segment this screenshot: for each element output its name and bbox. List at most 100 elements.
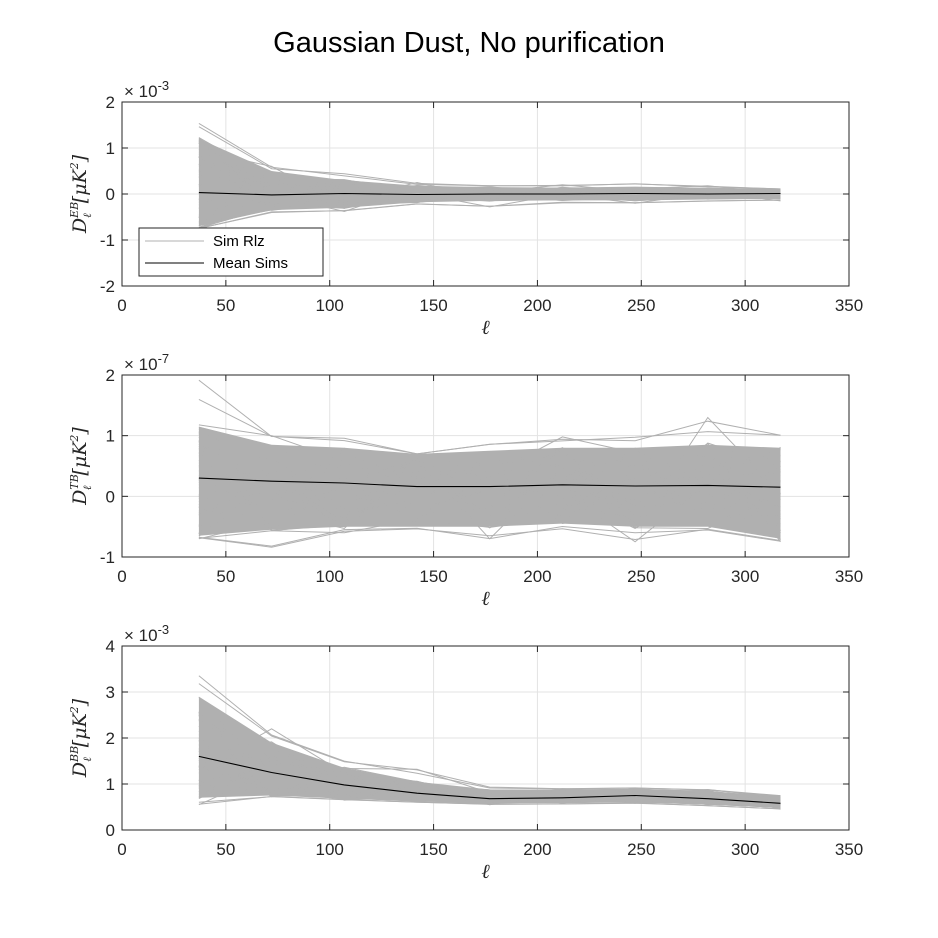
sim-rlz-line — [198, 126, 781, 190]
y-label-unit-close: ] — [69, 427, 91, 436]
y-label-unit-sup: 2 — [68, 162, 81, 170]
sim-rlz-line — [198, 447, 781, 534]
y-label-base: D — [69, 490, 91, 506]
legend: Sim Rlz Mean Sims — [138, 227, 324, 277]
x-tick-label: 250 — [627, 296, 655, 315]
sim-rlz-line — [198, 441, 781, 518]
sim-rlz-line — [198, 440, 781, 531]
axes-box — [121, 374, 850, 558]
x-tick-label: 250 — [627, 567, 655, 586]
plot-area — [198, 122, 781, 232]
x-tick-label: 350 — [835, 296, 863, 315]
sim-rlz-line — [198, 447, 781, 514]
y-tick-label: 1 — [106, 427, 115, 446]
mean-sims-line — [198, 755, 781, 804]
sim-rlz-line — [198, 683, 781, 797]
y-tick-label: -2 — [100, 277, 115, 296]
x-axis-label: ℓ — [481, 315, 490, 339]
sim-rlz-line — [198, 449, 781, 512]
x-tick-label: 150 — [419, 840, 447, 859]
y-label-sub: ℓ — [81, 757, 94, 762]
plot-area — [198, 379, 781, 548]
x-tick-label: 0 — [117, 840, 126, 859]
y-tick-label: 4 — [106, 637, 115, 656]
x-tick-label: 200 — [523, 567, 551, 586]
y-label-unit-close: ] — [69, 698, 91, 707]
legend-box — [138, 227, 324, 277]
sim-rlz-line — [198, 528, 781, 548]
x-tick-label: 300 — [731, 840, 759, 859]
sim-rlz-line — [198, 453, 781, 524]
sim-rlz-line — [198, 766, 781, 806]
y-label-base: D — [69, 218, 91, 234]
y-tick-label: 0 — [106, 185, 115, 204]
y-label-unit-sup: 2 — [68, 435, 81, 443]
sim-rlz-band — [198, 696, 781, 808]
y-tick-label: 2 — [106, 366, 115, 385]
legend-sim-rlz-label: Sim Rlz — [213, 233, 265, 250]
y-tick-label: 2 — [106, 93, 115, 112]
x-tick-label: 150 — [419, 567, 447, 586]
sim-rlz-line — [198, 471, 781, 525]
y-label-sup: EB — [68, 202, 81, 219]
y-tick-label: -1 — [100, 231, 115, 250]
exponent-power: -3 — [158, 78, 170, 93]
y-tick-label: -1 — [100, 548, 115, 567]
sim-rlz-line — [198, 439, 781, 522]
x-tick-label: 0 — [117, 296, 126, 315]
exponent-base: × 10 — [124, 355, 158, 374]
sim-rlz-line — [198, 443, 781, 529]
x-tick-label: 50 — [216, 840, 235, 859]
x-tick-label: 200 — [523, 840, 551, 859]
sim-rlz-line — [198, 470, 781, 525]
x-tick-label: 100 — [316, 296, 344, 315]
sim-rlz-line — [198, 447, 781, 521]
y-exponent-label: × 10-3 — [124, 622, 169, 645]
mean-sims-line — [198, 192, 781, 196]
sim-rlz-line — [198, 756, 781, 805]
sim-rlz-line — [198, 426, 781, 525]
x-tick-label: 0 — [117, 567, 126, 586]
sim-rlz-line — [198, 155, 781, 209]
sim-rlz-line — [198, 175, 781, 200]
x-tick-label: 100 — [316, 840, 344, 859]
sim-rlz-line — [198, 447, 781, 527]
sim-rlz-line — [198, 451, 781, 534]
y-label-unit: [μK — [69, 167, 91, 203]
sim-rlz-line — [198, 454, 781, 521]
x-tick-label: 350 — [835, 567, 863, 586]
y-tick-label: 3 — [106, 683, 115, 702]
y-exponent-label: × 10-7 — [124, 351, 169, 374]
y-label-unit: [μK — [69, 440, 91, 476]
x-tick-label: 100 — [316, 567, 344, 586]
sim-rlz-line — [198, 456, 781, 530]
sim-rlz-line — [198, 750, 781, 809]
y-tick-label: 2 — [106, 729, 115, 748]
sim-rlz-line — [198, 199, 781, 229]
y-label-unit: [μK — [69, 711, 91, 747]
exponent-base: × 10 — [124, 82, 158, 101]
y-axis-label: DBBℓ [μK2] — [68, 698, 94, 778]
y-exponent-label: × 10-3 — [124, 78, 169, 101]
x-tick-label: 50 — [216, 567, 235, 586]
y-axis-label: DEBℓ [μK2] — [68, 154, 94, 234]
mean-sims-line — [198, 477, 781, 488]
y-tick-label: 1 — [106, 139, 115, 158]
y-tick-label: 0 — [106, 821, 115, 840]
x-axis-label: ℓ — [481, 586, 490, 610]
x-tick-label: 200 — [523, 296, 551, 315]
x-tick-label: 300 — [731, 296, 759, 315]
sim-rlz-line — [198, 780, 781, 804]
sim-rlz-line — [198, 185, 781, 223]
exponent-base: × 10 — [124, 626, 158, 645]
legend-mean-sims-label: Mean Sims — [213, 255, 288, 272]
x-tick-label: 350 — [835, 840, 863, 859]
sim-rlz-line — [198, 447, 781, 505]
sim-rlz-line — [198, 428, 781, 524]
sim-rlz-line — [198, 379, 781, 455]
sim-rlz-line — [198, 454, 781, 534]
